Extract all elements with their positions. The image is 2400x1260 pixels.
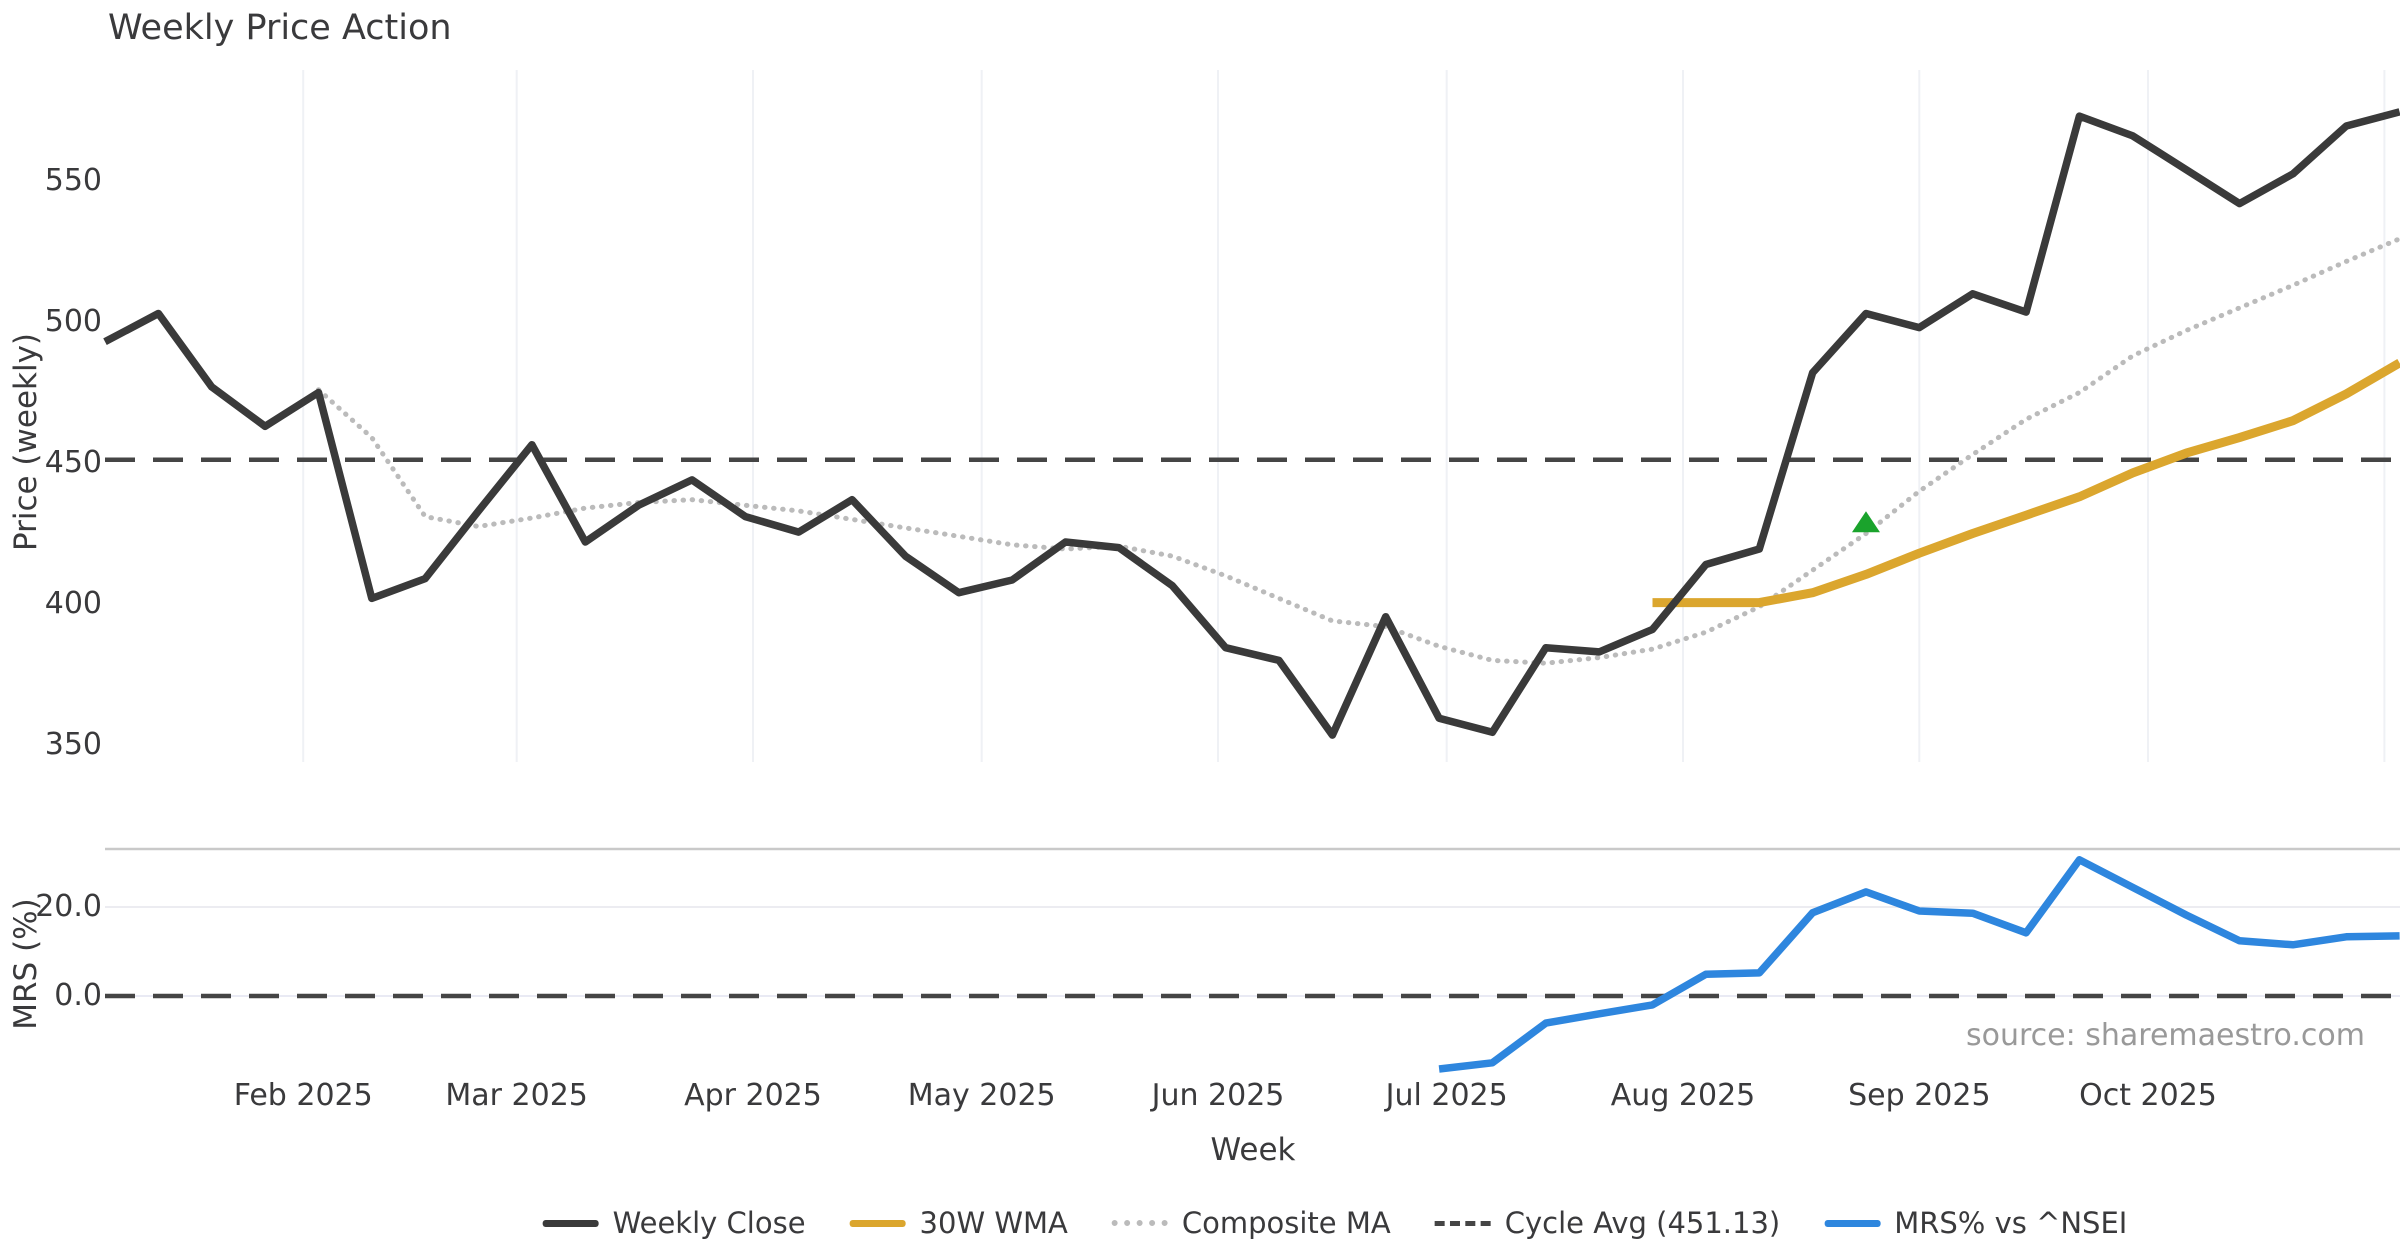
x-tick-label: Jun 2025 [1151, 1078, 1285, 1113]
legend-dotted-line-icon [1111, 1220, 1168, 1226]
x-tick-label: Sep 2025 [1848, 1078, 1991, 1113]
legend-solid-line-icon [1824, 1219, 1881, 1227]
legend-dashed-line-icon [1434, 1220, 1491, 1226]
source-credit: source: sharemaestro.com [1966, 1018, 2365, 1053]
legend-item: Weekly Close [542, 1206, 806, 1240]
legend-item: Composite MA [1111, 1206, 1391, 1240]
series-weekly-close [103, 108, 2400, 739]
legend-label: Cycle Avg (451.13) [1504, 1206, 1781, 1240]
mrs-tick-label: 20.0 [35, 889, 102, 924]
legend-item: Cycle Avg (451.13) [1434, 1206, 1781, 1240]
legend-label: MRS% vs ^NSEI [1894, 1206, 2128, 1240]
legend-item: 30W WMA [849, 1206, 1068, 1240]
buy-signal-triangle-icon [1851, 511, 1880, 533]
legend: Weekly Close 30W WMA Composite MA Cycle Avg… [542, 1206, 2127, 1240]
price-tick-label: 550 [44, 163, 102, 198]
x-tick-label: Aug 2025 [1610, 1078, 1756, 1113]
x-tick-label: May 2025 [907, 1078, 1056, 1113]
price-tick-label: 350 [44, 727, 102, 762]
x-tick-label: Jul 2025 [1385, 1078, 1508, 1113]
legend-solid-line-icon [542, 1219, 599, 1227]
price-tick-label: 500 [44, 304, 102, 339]
page-title: Weekly Price Action [108, 8, 452, 48]
mrs-axis-label: MRS (%) [8, 898, 44, 1030]
price-tick-label: 450 [44, 445, 102, 480]
x-tick-label: Mar 2025 [445, 1078, 588, 1113]
legend-label: Composite MA [1181, 1206, 1391, 1240]
x-tick-label: Apr 2025 [684, 1078, 822, 1113]
legend-solid-line-icon [849, 1219, 906, 1227]
mrs-tick-label: 0.0 [54, 978, 102, 1013]
series-composite-ma [316, 236, 2400, 666]
legend-label: Weekly Close [612, 1206, 806, 1240]
x-tick-label: Oct 2025 [2079, 1078, 2217, 1113]
series-mrs-vs-nsei [1438, 856, 2400, 1073]
legend-item: MRS% vs ^NSEI [1824, 1206, 2127, 1240]
price-axis-label: Price (weekly) [8, 332, 44, 552]
price-tick-label: 400 [44, 586, 102, 621]
x-tick-label: Feb 2025 [233, 1078, 373, 1113]
series-30w-wma [1652, 359, 2400, 608]
week-axis-label: Week [1210, 1132, 1296, 1168]
legend-label: 30W WMA [919, 1206, 1068, 1240]
